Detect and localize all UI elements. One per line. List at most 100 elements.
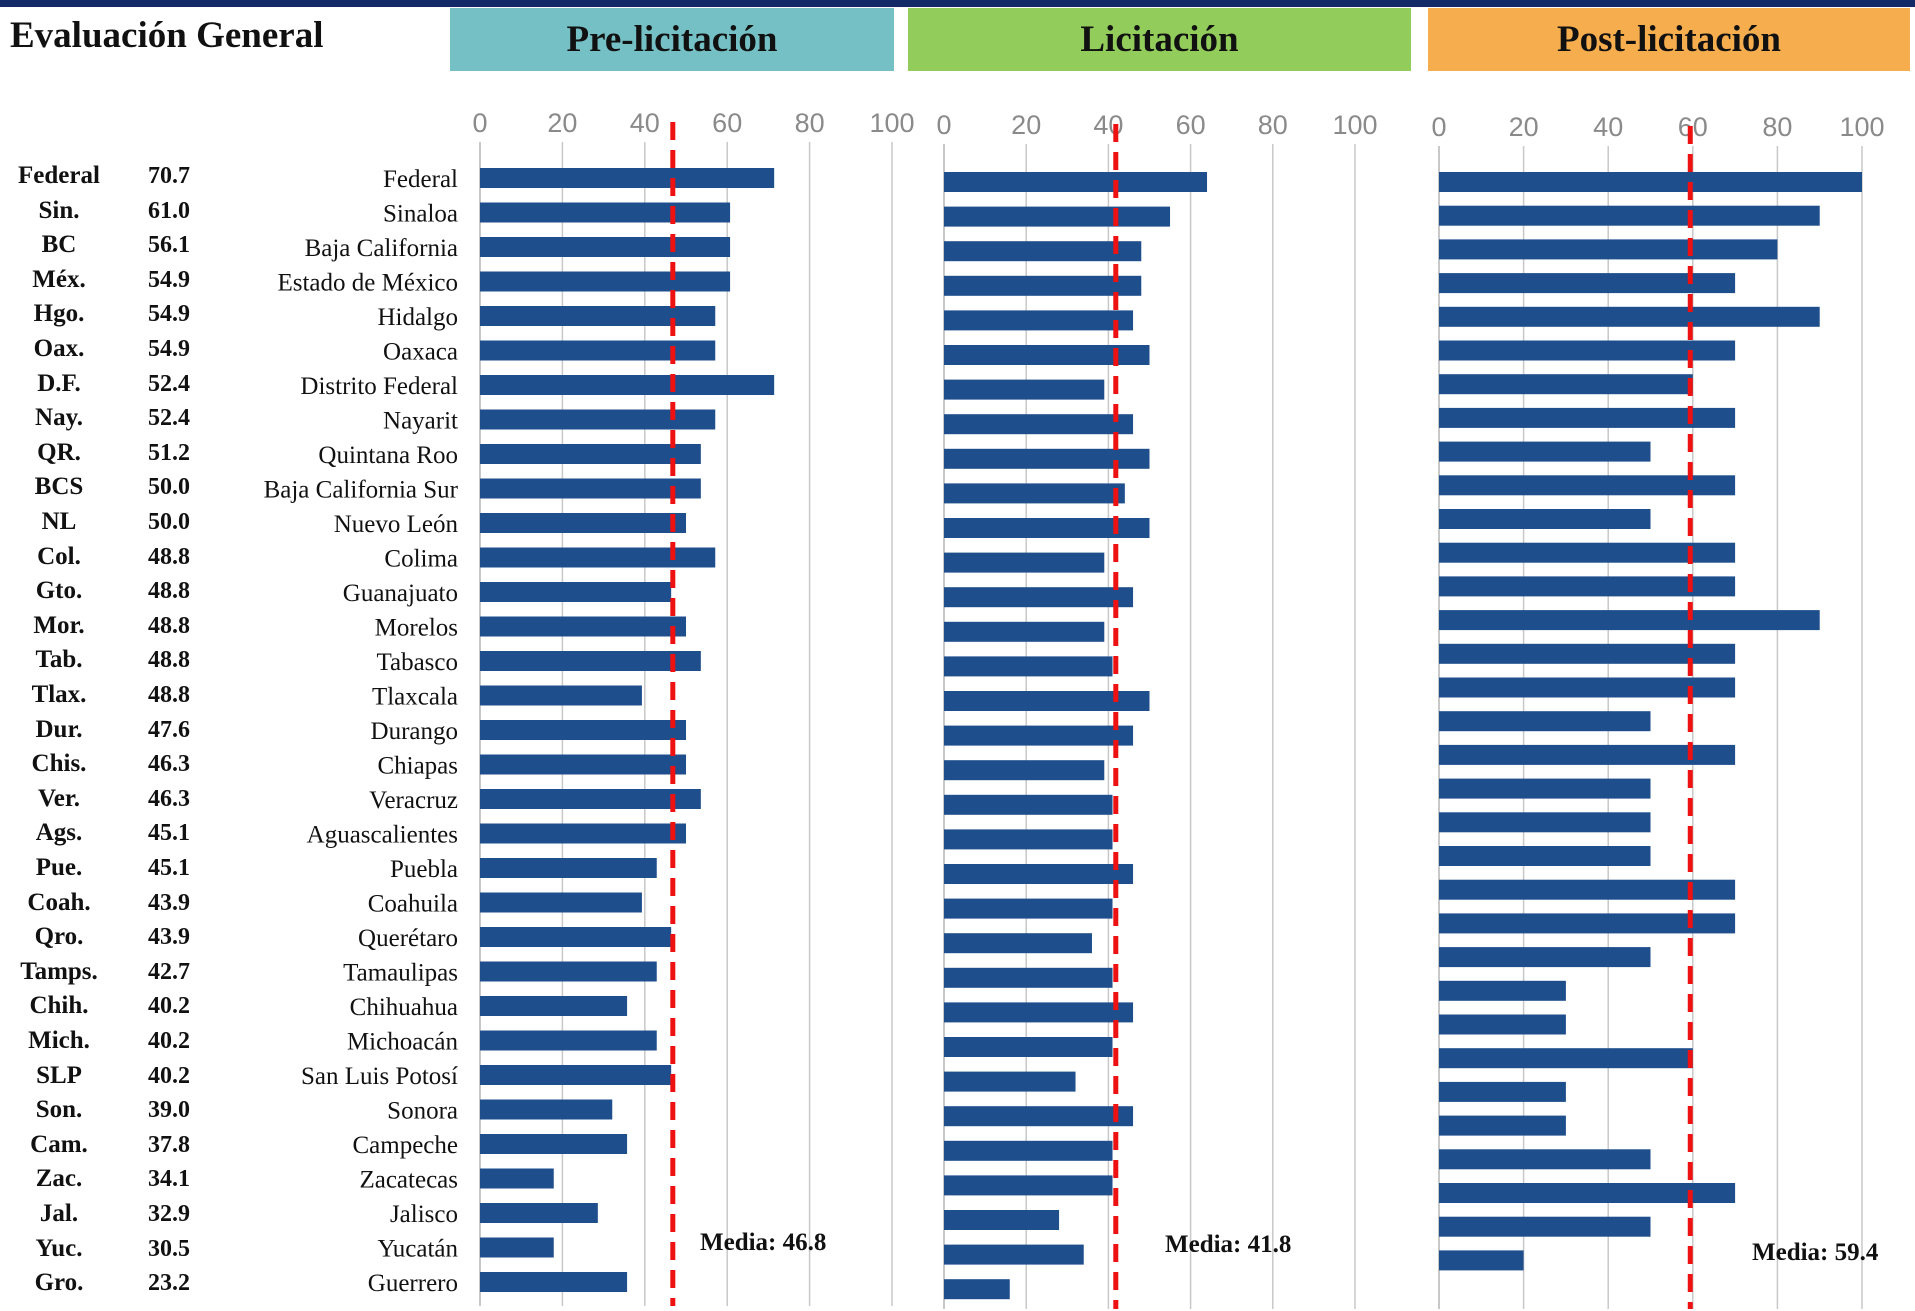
ranking-score: 42.7 xyxy=(148,958,190,985)
ranking-abbr: Mich. xyxy=(28,1027,90,1054)
bar-lic xyxy=(944,587,1134,608)
category-label: Chiapas xyxy=(377,753,458,780)
bar-pre xyxy=(480,513,686,533)
bar-pre xyxy=(480,582,672,602)
category-label: Sonora xyxy=(387,1098,458,1125)
ranking-row: Coah. 43.9 xyxy=(0,888,220,918)
ranking-score: 40.2 xyxy=(148,1062,190,1089)
ranking-score: 54.9 xyxy=(148,301,190,328)
bar-post xyxy=(1439,475,1736,496)
top-rule xyxy=(0,0,1915,7)
bar-pre xyxy=(480,237,731,257)
bar-post xyxy=(1439,239,1778,260)
bar-pre xyxy=(480,651,701,671)
bar-lic xyxy=(944,1071,1076,1092)
tick-label-post: 0 xyxy=(1431,112,1446,142)
bar-lic xyxy=(944,206,1171,227)
bar-lic xyxy=(944,933,1092,954)
ranking-score: 56.1 xyxy=(148,232,190,259)
bar-lic xyxy=(944,1279,1010,1300)
ranking-abbr: Ags. xyxy=(35,819,83,847)
bar-post xyxy=(1439,846,1651,866)
ranking-row: BC 56.1 xyxy=(0,230,220,260)
bar-lic xyxy=(944,656,1113,677)
category-label: Guanajuato xyxy=(343,580,458,607)
ranking-row: Federal 70.7 xyxy=(0,161,220,191)
bar-lic xyxy=(944,1244,1084,1265)
bar-lic xyxy=(944,345,1150,365)
bar-post xyxy=(1439,1149,1651,1170)
bar-pre xyxy=(480,823,686,844)
ranking-abbr: NL xyxy=(41,508,77,535)
ranking-score: 48.8 xyxy=(148,682,190,708)
ranking-abbr: Tamps. xyxy=(20,957,98,985)
category-label: Veracruz xyxy=(369,787,458,814)
bar-pre xyxy=(480,789,701,809)
bar-pre xyxy=(480,409,716,430)
ranking-score: 48.8 xyxy=(148,647,190,674)
bar-pre xyxy=(480,616,686,637)
category-label: Quintana Roo xyxy=(318,442,458,469)
bar-post xyxy=(1439,913,1736,934)
ranking-row: Méx. 54.9 xyxy=(0,265,220,295)
ranking-row: Hgo. 54.9 xyxy=(0,299,220,329)
ranking-abbr: SLP xyxy=(36,1061,82,1089)
bar-post xyxy=(1439,374,1693,395)
category-label: Morelos xyxy=(375,615,458,642)
bar-post xyxy=(1439,980,1566,1001)
tick-label-pre: 60 xyxy=(712,108,742,138)
category-label: Querétaro xyxy=(358,925,458,952)
bar-lic xyxy=(944,967,1113,988)
bar-pre xyxy=(480,1065,672,1085)
header-licitacion: Licitación xyxy=(908,8,1411,71)
bar-post xyxy=(1439,1081,1566,1102)
ranking-score: 54.9 xyxy=(148,336,190,362)
ranking-score: 48.8 xyxy=(148,543,190,570)
ranking-row: Pue. 45.1 xyxy=(0,853,220,883)
ranking-abbr: Chis. xyxy=(31,750,87,778)
ranking-abbr: Ver. xyxy=(38,784,80,812)
ranking-score: 50.0 xyxy=(148,509,190,535)
bar-post xyxy=(1439,744,1736,765)
bar-lic xyxy=(944,1002,1134,1023)
ranking-abbr: Jal. xyxy=(39,1200,79,1227)
bar-post xyxy=(1439,172,1862,192)
page-title: Evaluación General xyxy=(10,15,324,56)
bar-post xyxy=(1439,407,1736,428)
ranking-abbr: Mor. xyxy=(33,611,85,639)
ranking-abbr: Dur. xyxy=(35,715,83,743)
ranking-abbr: Coah. xyxy=(27,888,91,916)
ranking-abbr: QR. xyxy=(37,438,81,466)
bar-pre xyxy=(480,271,731,292)
bar-post xyxy=(1439,610,1820,631)
ranking-score: 39.0 xyxy=(148,1097,190,1124)
bar-post xyxy=(1439,1048,1693,1069)
category-label: Puebla xyxy=(390,856,458,883)
category-label: Aguascalientes xyxy=(307,822,458,849)
ranking-score: 45.1 xyxy=(148,820,190,847)
ranking-abbr: Oax. xyxy=(33,335,85,362)
tick-label-post: 20 xyxy=(1509,112,1539,142)
bar-post xyxy=(1439,1216,1651,1237)
ranking-score: 30.5 xyxy=(148,1235,190,1262)
bar-pre xyxy=(480,1237,554,1258)
category-label: Michoacán xyxy=(347,1029,459,1056)
ranking-score: 51.2 xyxy=(148,439,190,466)
ranking-row: Ver. 46.3 xyxy=(0,784,220,814)
tick-label-post: 100 xyxy=(1839,112,1884,142)
bar-pre xyxy=(480,754,686,775)
category-label: Chihuahua xyxy=(350,994,458,1021)
bar-post xyxy=(1439,542,1736,563)
header-post-licitacion: Post-licitación xyxy=(1428,8,1910,71)
ranking-score: 48.8 xyxy=(148,578,190,605)
ranking-abbr: Qro. xyxy=(34,923,84,951)
category-label: Nayarit xyxy=(383,408,458,435)
ranking-abbr: Tab. xyxy=(35,646,83,674)
tick-label-pre: 40 xyxy=(630,108,660,138)
tick-label-pre: 80 xyxy=(795,108,825,138)
ranking-score: 46.3 xyxy=(148,785,190,812)
bar-lic xyxy=(944,794,1113,815)
ranking-row: Dur. 47.6 xyxy=(0,715,220,745)
ranking-row: SLP 40.2 xyxy=(0,1061,220,1091)
